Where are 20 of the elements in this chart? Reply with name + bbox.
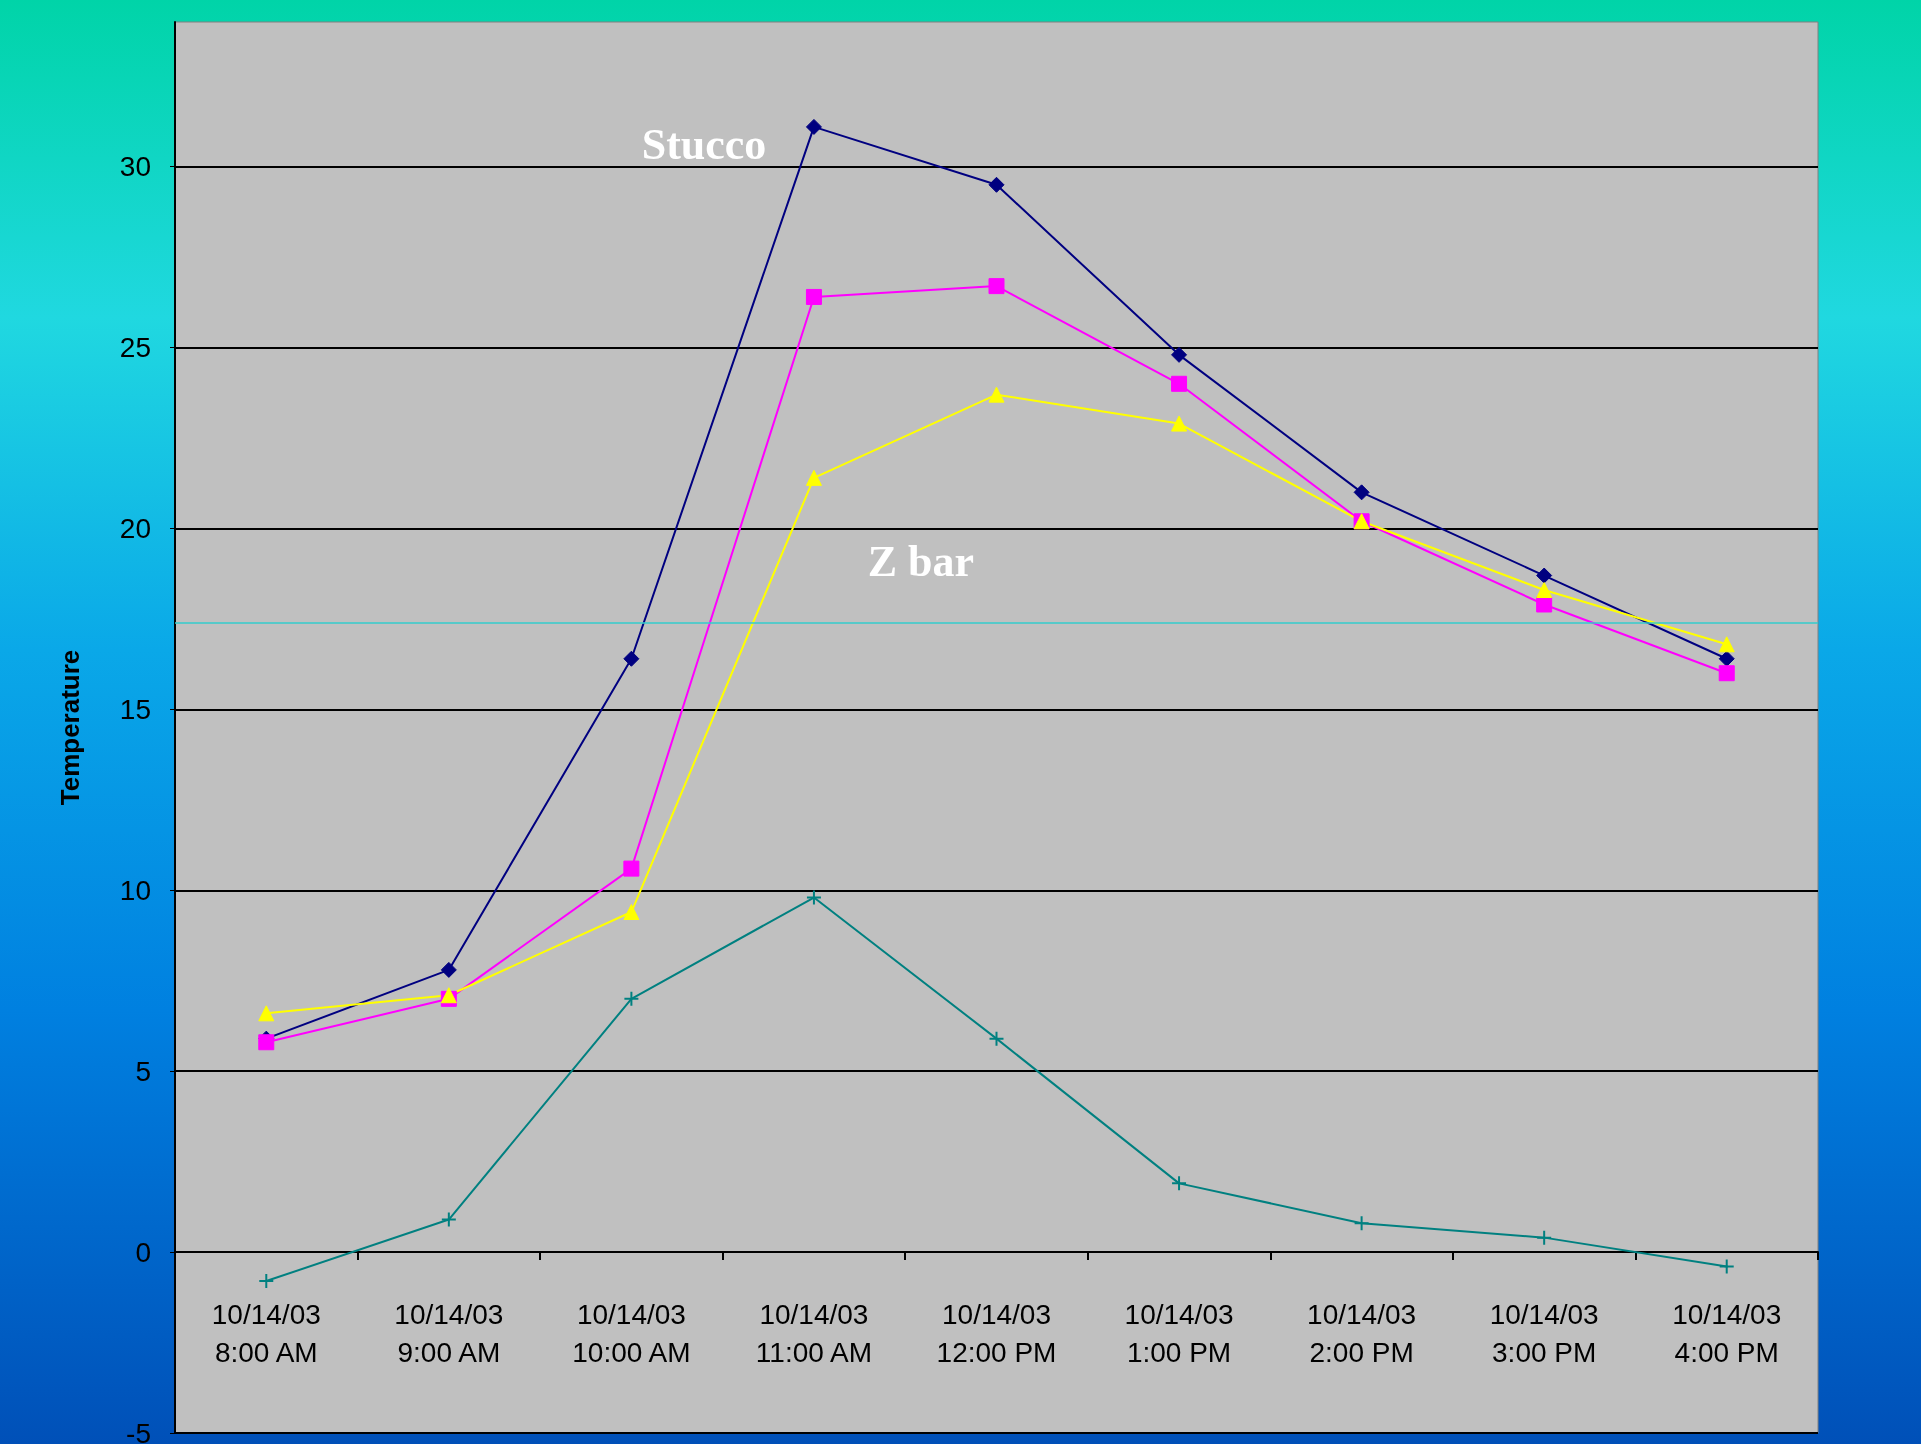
- y-tick-label: 10: [119, 874, 151, 906]
- x-tick-label: 10/14/03 10:00 AM: [572, 1298, 691, 1368]
- y-tick-label: -5: [126, 1417, 151, 1444]
- y-axis-title: Temperature: [55, 649, 85, 806]
- x-tick-label: 10/14/03 2:00 PM: [1307, 1298, 1417, 1368]
- y-tick-label: 5: [135, 1055, 151, 1087]
- annotation: Stucco: [641, 120, 767, 170]
- x-tick-label: 10/14/03 4:00 PM: [1672, 1298, 1782, 1368]
- y-tick-label: 20: [119, 513, 151, 545]
- x-tick-label: 10/14/03 11:00 AM: [755, 1298, 873, 1368]
- y-tick-label: 25: [119, 332, 151, 364]
- annotation: Z bar: [867, 536, 975, 586]
- y-tick-label: 30: [119, 151, 151, 183]
- x-tick-label: 10/14/03 8:00 AM: [211, 1298, 321, 1368]
- y-tick-label: 15: [119, 693, 151, 725]
- x-tick-label: 10/14/03 1:00 PM: [1124, 1298, 1234, 1368]
- x-tick-label: 10/14/03 3:00 PM: [1489, 1298, 1599, 1368]
- y-tick-label: 0: [135, 1236, 151, 1268]
- x-tick-label: 10/14/03 9:00 AM: [394, 1298, 504, 1368]
- x-tick-label: 10/14/03 12:00 PM: [936, 1298, 1057, 1368]
